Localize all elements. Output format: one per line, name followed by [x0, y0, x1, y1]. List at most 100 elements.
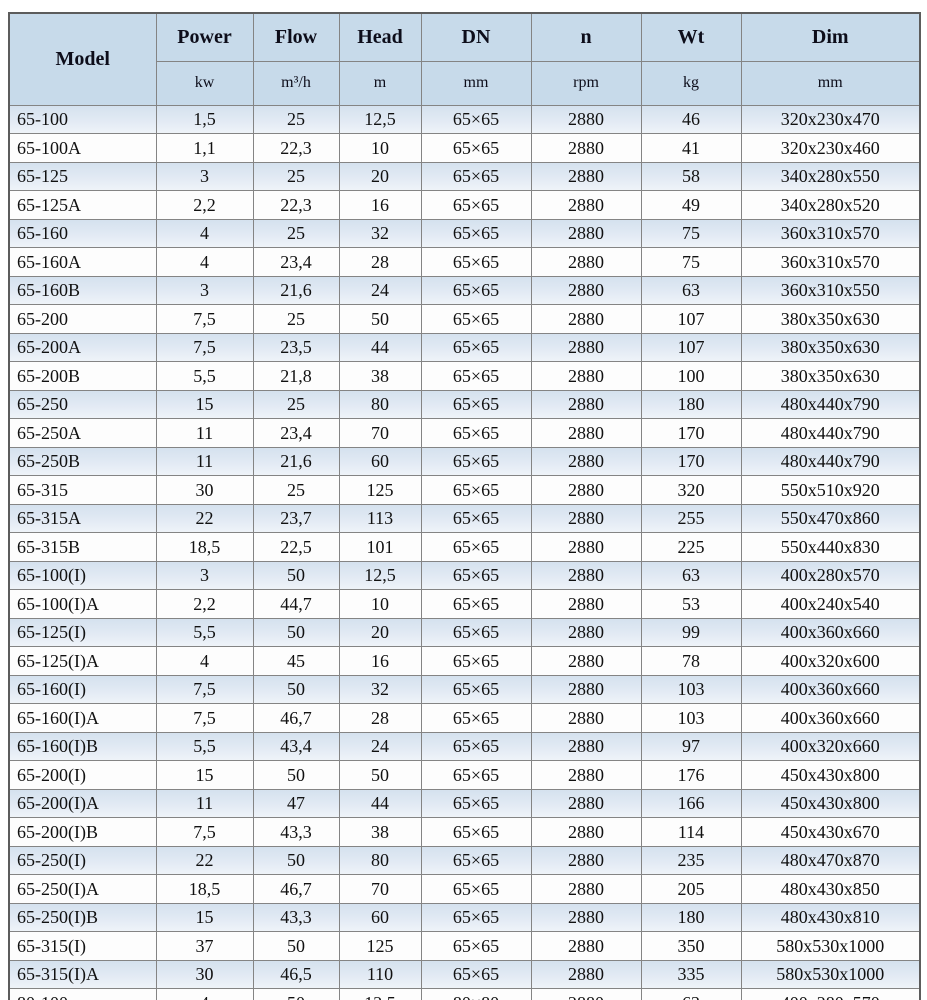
table-row: 65-250(I) 22 50 80 65×65 2880 235 480x470x870 [8, 845, 921, 875]
cell-dim: 480x440x790 [740, 446, 921, 476]
cell-model: 65-160(I) [8, 674, 157, 704]
cell-flow: 21,6 [252, 275, 340, 305]
cell-dim: 580x530x1000 [740, 931, 921, 961]
cell-flow: 23,4 [252, 247, 340, 277]
cell-dn: 65×65 [420, 874, 532, 904]
cell-model: 80-100 [8, 988, 157, 1000]
cell-power: 18,5 [155, 874, 254, 904]
cell-flow: 22,5 [252, 532, 340, 562]
cell-model: 65-315 [8, 475, 157, 505]
cell-dn: 65×65 [420, 104, 532, 134]
cell-head: 70 [338, 418, 422, 448]
unit-header-flow: m³/h [252, 60, 340, 106]
cell-head: 12,5 [338, 104, 422, 134]
cell-n: 2880 [530, 617, 642, 647]
table-row: 65-200(I)B 7,5 43,3 38 65×65 2880 114 450x430x6… [8, 817, 921, 847]
cell-n: 2880 [530, 988, 642, 1000]
cell-dim: 400x240x540 [740, 589, 921, 619]
cell-wt: 46 [640, 104, 742, 134]
cell-n: 2880 [530, 532, 642, 562]
table-row: 65-160(I)B 5,5 43,4 24 65×65 2880 97 400x320x66… [8, 731, 921, 761]
cell-power: 2,2 [155, 589, 254, 619]
cell-model: 65-160B [8, 275, 157, 305]
cell-wt: 100 [640, 361, 742, 391]
cell-n: 2880 [530, 560, 642, 590]
cell-head: 80 [338, 389, 422, 419]
table-row: 65-160(I) 7,5 50 32 65×65 2880 103 400x360x660 [8, 674, 921, 704]
header-row-labels: Model Power Flow Head DN n Wt Dim [8, 12, 921, 106]
cell-power: 7,5 [155, 332, 254, 362]
cell-power: 7,5 [155, 674, 254, 704]
cell-dim: 450x430x800 [740, 760, 921, 790]
cell-n: 2880 [530, 161, 642, 191]
cell-dim: 450x430x670 [740, 817, 921, 847]
cell-dim: 400x280x570 [740, 560, 921, 590]
cell-flow: 45 [252, 646, 340, 676]
cell-head: 12,5 [338, 560, 422, 590]
cell-dn: 65×65 [420, 760, 532, 790]
unit-header-wt: kg [640, 60, 742, 106]
cell-n: 2880 [530, 703, 642, 733]
cell-power: 22 [155, 503, 254, 533]
table-row: 65-315B 18,5 22,5 101 65×65 2880 225 550x440x83… [8, 532, 921, 562]
cell-wt: 49 [640, 190, 742, 220]
cell-flow: 50 [252, 674, 340, 704]
cell-dn: 65×65 [420, 589, 532, 619]
cell-flow: 23,5 [252, 332, 340, 362]
cell-model: 65-315B [8, 532, 157, 562]
cell-flow: 44,7 [252, 589, 340, 619]
cell-power: 15 [155, 902, 254, 932]
cell-dn: 65×65 [420, 617, 532, 647]
cell-wt: 63 [640, 988, 742, 1000]
table-row: 65-315(I) 37 50 125 65×65 2880 350 580x530x1000 [8, 931, 921, 961]
cell-flow: 50 [252, 560, 340, 590]
cell-dn: 65×65 [420, 332, 532, 362]
cell-flow: 25 [252, 389, 340, 419]
cell-model: 65-250(I) [8, 845, 157, 875]
cell-flow: 25 [252, 304, 340, 334]
cell-n: 2880 [530, 332, 642, 362]
cell-head: 20 [338, 161, 422, 191]
cell-model: 65-200B [8, 361, 157, 391]
cell-power: 37 [155, 931, 254, 961]
cell-wt: 170 [640, 418, 742, 448]
cell-dim: 480x470x870 [740, 845, 921, 875]
cell-model: 65-125 [8, 161, 157, 191]
table-row: 65-200A 7,5 23,5 44 65×65 2880 107 380x350x630 [8, 332, 921, 362]
cell-head: 28 [338, 247, 422, 277]
cell-wt: 53 [640, 589, 742, 619]
cell-dim: 360x310x570 [740, 218, 921, 248]
cell-wt: 97 [640, 731, 742, 761]
cell-power: 3 [155, 560, 254, 590]
cell-power: 4 [155, 646, 254, 676]
cell-power: 15 [155, 760, 254, 790]
table-row: 65-200(I)A 11 47 44 65×65 2880 166 450x430x800 [8, 788, 921, 818]
cell-power: 7,5 [155, 304, 254, 334]
cell-flow: 50 [252, 845, 340, 875]
cell-n: 2880 [530, 646, 642, 676]
cell-n: 2880 [530, 133, 642, 163]
cell-head: 32 [338, 674, 422, 704]
unit-header-dn: mm [420, 60, 532, 106]
unit-header-n: rpm [530, 60, 642, 106]
cell-model: 65-250(I)B [8, 902, 157, 932]
cell-n: 2880 [530, 874, 642, 904]
cell-wt: 180 [640, 389, 742, 419]
cell-head: 20 [338, 617, 422, 647]
cell-n: 2880 [530, 674, 642, 704]
cell-dn: 65×65 [420, 475, 532, 505]
cell-head: 16 [338, 190, 422, 220]
cell-dim: 480x440x790 [740, 418, 921, 448]
cell-wt: 225 [640, 532, 742, 562]
cell-flow: 21,6 [252, 446, 340, 476]
cell-wt: 78 [640, 646, 742, 676]
cell-head: 44 [338, 332, 422, 362]
cell-flow: 50 [252, 988, 340, 1000]
cell-dn: 65×65 [420, 845, 532, 875]
cell-model: 65-315A [8, 503, 157, 533]
table-row: 65-200 7,5 25 50 65×65 2880 107 380x350x630 [8, 304, 921, 334]
cell-power: 11 [155, 418, 254, 448]
cell-power: 4 [155, 247, 254, 277]
cell-flow: 23,4 [252, 418, 340, 448]
cell-head: 70 [338, 874, 422, 904]
